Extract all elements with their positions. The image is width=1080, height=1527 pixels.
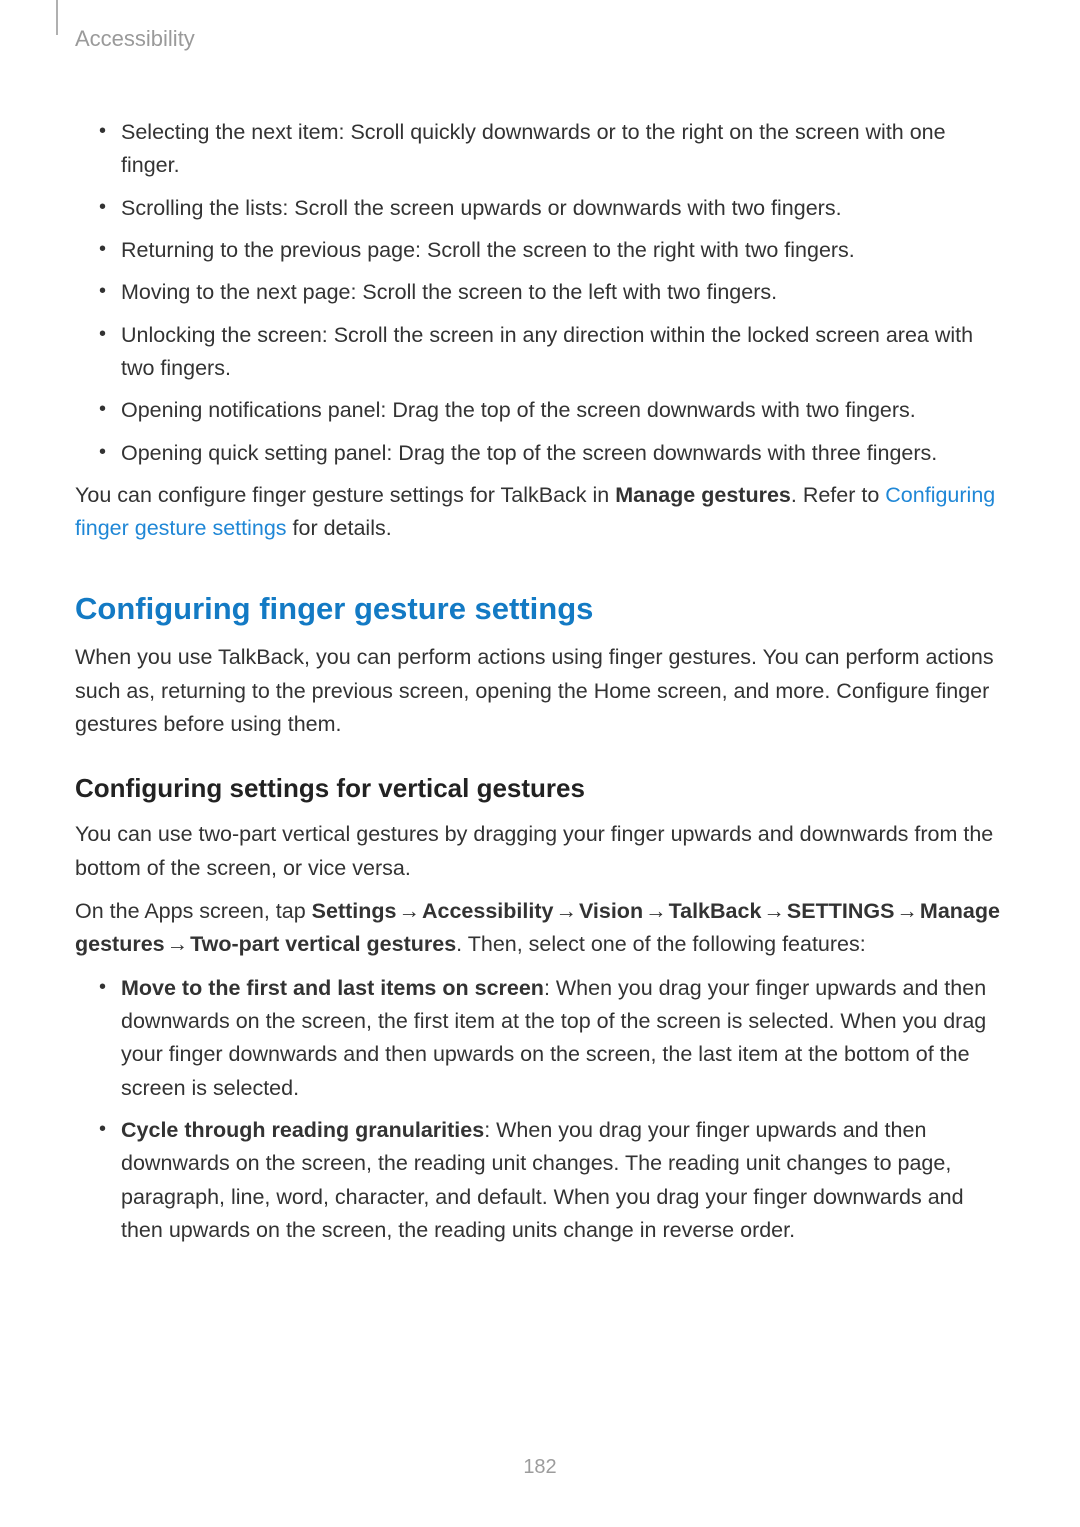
option-title: Move to the first and last items on scre… [121, 976, 544, 1000]
page-content: Accessibility Selecting the next item: S… [0, 0, 1080, 1247]
section-intro: When you use TalkBack, you can perform a… [75, 641, 1005, 741]
text-run: You can configure finger gesture setting… [75, 483, 615, 507]
list-item: Move to the first and last items on scre… [99, 972, 1005, 1105]
subsection-heading: Configuring settings for vertical gestur… [75, 773, 1005, 804]
list-item: Cycle through reading granularities: Whe… [99, 1114, 1005, 1247]
arrow-icon: → [396, 895, 422, 928]
list-item: Opening notifications panel: Drag the to… [99, 394, 1005, 427]
arrow-icon: → [761, 895, 787, 928]
subsection-p2: On the Apps screen, tap Settings→Accessi… [75, 895, 1005, 962]
list-item: Unlocking the screen: Scroll the screen … [99, 319, 1005, 386]
arrow-icon: → [553, 895, 579, 928]
text-run: for details. [287, 516, 392, 540]
nav-step: Accessibility [422, 899, 553, 923]
page-header-title: Accessibility [75, 26, 1005, 52]
text-run: . Refer to [791, 483, 885, 507]
list-item: Opening quick setting panel: Drag the to… [99, 437, 1005, 470]
list-item: Moving to the next page: Scroll the scre… [99, 276, 1005, 309]
option-title: Cycle through reading granularities [121, 1118, 484, 1142]
text-run: On the Apps screen, tap [75, 899, 312, 923]
list-item: Scrolling the lists: Scroll the screen u… [99, 192, 1005, 225]
nav-step: Vision [579, 899, 643, 923]
header-rule [56, 0, 58, 35]
list-item: Returning to the previous page: Scroll t… [99, 234, 1005, 267]
nav-step: SETTINGS [787, 899, 895, 923]
nav-step: Two-part vertical gestures [190, 932, 456, 956]
nav-step: TalkBack [669, 899, 762, 923]
bold-run: Manage gestures [615, 483, 791, 507]
gesture-list: Selecting the next item: Scroll quickly … [75, 116, 1005, 470]
page-number: 182 [0, 1456, 1080, 1479]
nav-step: Settings [312, 899, 397, 923]
after-list-paragraph: You can configure finger gesture setting… [75, 479, 1005, 546]
text-run: . Then, select one of the following feat… [456, 932, 866, 956]
arrow-icon: → [165, 928, 191, 961]
options-list: Move to the first and last items on scre… [75, 972, 1005, 1248]
arrow-icon: → [894, 895, 920, 928]
subsection-p1: You can use two-part vertical gestures b… [75, 818, 1005, 885]
arrow-icon: → [643, 895, 669, 928]
list-item: Selecting the next item: Scroll quickly … [99, 116, 1005, 183]
section-heading: Configuring finger gesture settings [75, 591, 1005, 627]
